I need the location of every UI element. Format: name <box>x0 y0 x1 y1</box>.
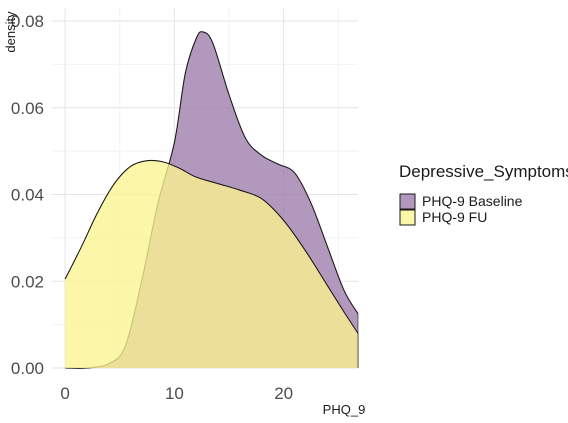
y-tick-label: 0.06 <box>11 99 44 118</box>
y-tick-label: 0.04 <box>11 186 44 205</box>
legend-key <box>399 209 416 226</box>
density-areas <box>64 31 359 369</box>
y-tick-labels: 0.00 0.02 0.04 0.06 0.08 <box>11 12 44 378</box>
legend-title: Depressive_Symptoms <box>399 162 568 181</box>
x-tick-label: 10 <box>165 384 184 403</box>
density-line-fu <box>64 159 359 334</box>
y-tick-label: 0.02 <box>11 272 44 291</box>
y-axis-title: density <box>3 11 18 53</box>
density-area-fu <box>65 160 358 368</box>
legend-key <box>399 193 416 210</box>
legend: Depressive_Symptoms PHQ-9 BaselinePHQ-9 … <box>399 162 568 226</box>
legend-label: PHQ-9 Baseline <box>422 193 523 209</box>
x-axis-title: PHQ_9 <box>323 402 366 417</box>
y-tick-label: 0.08 <box>11 12 44 31</box>
x-tick-label: 20 <box>274 384 293 403</box>
y-tick-label: 0.00 <box>11 359 44 378</box>
x-tick-labels: 0 10 20 <box>60 384 293 403</box>
legend-label: PHQ-9 FU <box>422 209 487 225</box>
x-tick-label: 0 <box>60 384 69 403</box>
